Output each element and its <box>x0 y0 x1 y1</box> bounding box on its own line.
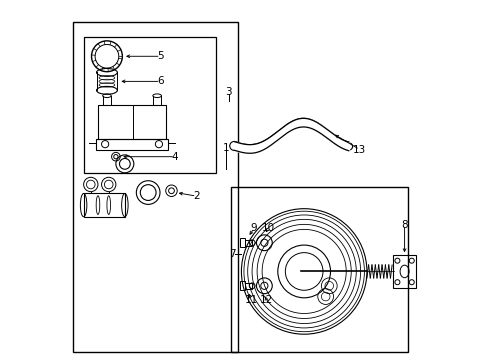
Bar <box>96 139 168 149</box>
Text: 8: 8 <box>401 220 408 230</box>
Text: 4: 4 <box>172 152 178 162</box>
Text: 2: 2 <box>193 191 200 201</box>
Text: 13: 13 <box>353 144 367 154</box>
Bar <box>240 238 245 247</box>
Text: 5: 5 <box>157 51 164 61</box>
Text: 9: 9 <box>251 224 257 233</box>
Bar <box>240 282 245 290</box>
Text: 7: 7 <box>229 248 236 258</box>
Bar <box>245 240 252 246</box>
Bar <box>73 22 238 352</box>
Text: 10: 10 <box>262 224 275 233</box>
Text: 11: 11 <box>245 295 258 305</box>
Text: 6: 6 <box>157 76 164 86</box>
Bar <box>98 105 166 139</box>
Bar <box>231 187 408 352</box>
Bar <box>84 37 216 173</box>
Bar <box>84 193 125 217</box>
Bar <box>245 283 252 289</box>
Text: 12: 12 <box>260 295 273 305</box>
Bar <box>393 255 416 288</box>
Text: 3: 3 <box>225 87 232 97</box>
Text: 1: 1 <box>222 143 229 153</box>
